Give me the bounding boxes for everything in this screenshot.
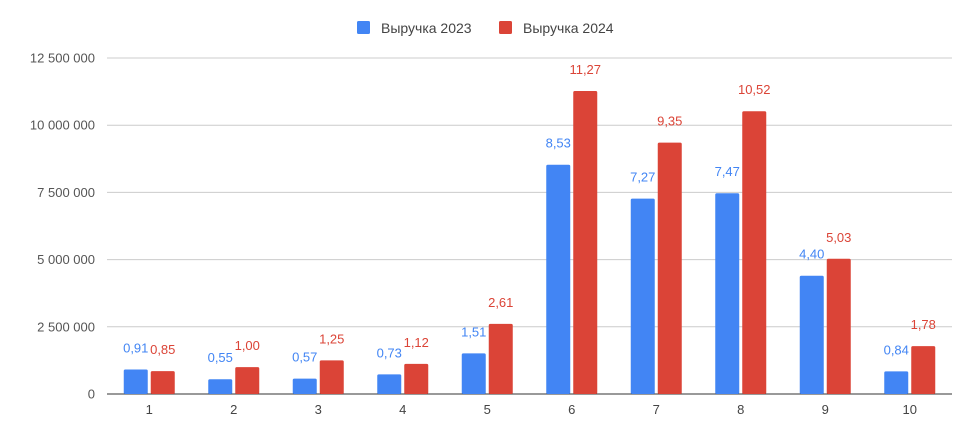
data-label: 9,35 <box>657 114 682 129</box>
y-tick-label: 2 500 000 <box>37 319 95 334</box>
y-axis-ticks: 0 2 500 000 5 000 000 7 500 000 10 000 000 12… <box>30 51 95 402</box>
data-label: 0,55 <box>208 350 233 365</box>
bar-series-2-cat-6[interactable] <box>573 91 598 394</box>
data-label: 1,00 <box>235 338 260 353</box>
x-axis-ticks: 1 2 3 4 5 6 7 8 9 10 <box>146 402 917 417</box>
bar-series-1-cat-6[interactable] <box>546 164 571 394</box>
legend-label: Выручка 2024 <box>523 20 614 36</box>
x-tick-label: 7 <box>653 402 660 417</box>
data-label: 1,51 <box>461 324 486 339</box>
bar-series-2-cat-2[interactable] <box>235 367 260 394</box>
x-tick-label: 1 <box>146 402 153 417</box>
x-tick-label: 6 <box>568 402 575 417</box>
x-tick-label: 5 <box>484 402 491 417</box>
x-tick-label: 10 <box>903 402 917 417</box>
x-tick-label: 4 <box>399 402 406 417</box>
bar-series-2-cat-10[interactable] <box>911 346 936 394</box>
legend-label: Выручка 2023 <box>381 20 472 36</box>
data-label: 0,91 <box>123 341 148 356</box>
data-label: 1,12 <box>404 335 429 350</box>
legend-swatch <box>499 21 512 34</box>
data-label: 4,40 <box>799 247 824 262</box>
x-tick-label: 2 <box>230 402 237 417</box>
data-label: 0,57 <box>292 350 317 365</box>
x-tick-label: 3 <box>315 402 322 417</box>
legend-item-2[interactable]: Выручка 2024 <box>499 20 614 36</box>
data-label: 7,47 <box>715 164 740 179</box>
bar-series-1-cat-3[interactable] <box>292 378 317 394</box>
data-label: 0,85 <box>150 342 175 357</box>
bar-series-1-cat-5[interactable] <box>461 353 486 394</box>
data-label: 1,78 <box>911 317 936 332</box>
legend-swatch <box>357 21 370 34</box>
y-tick-label: 12 500 000 <box>30 51 95 66</box>
data-label: 7,27 <box>630 170 655 185</box>
y-tick-label: 0 <box>88 387 95 402</box>
x-tick-label: 8 <box>737 402 744 417</box>
bar-series-1-cat-2[interactable] <box>208 379 233 394</box>
bar-series-1-cat-9[interactable] <box>799 275 824 394</box>
data-label: 0,73 <box>377 345 402 360</box>
bar-series-1-cat-8[interactable] <box>715 193 740 394</box>
data-label: 10,52 <box>738 82 771 97</box>
bar-series-2-cat-1[interactable] <box>150 371 175 394</box>
data-labels: 0,91 0,85 0,551,00 0,571,25 0,731,12 1,512,61… <box>123 62 936 365</box>
bar-series-2-cat-7[interactable] <box>657 142 682 394</box>
y-tick-label: 5 000 000 <box>37 252 95 267</box>
bar-series-2-cat-5[interactable] <box>488 323 513 394</box>
legend[interactable]: Выручка 2023 Выручка 2024 <box>357 20 614 36</box>
bar-series-1-cat-4[interactable] <box>377 374 402 394</box>
x-tick-label: 9 <box>822 402 829 417</box>
data-label: 5,03 <box>826 230 851 245</box>
bar-series-2-cat-9[interactable] <box>826 258 851 394</box>
data-label: 8,53 <box>546 136 571 151</box>
data-label: 2,61 <box>488 295 513 310</box>
data-label: 1,25 <box>319 331 344 346</box>
legend-item-1[interactable]: Выручка 2023 <box>357 20 472 36</box>
y-tick-label: 7 500 000 <box>37 185 95 200</box>
bar-series-1-cat-7[interactable] <box>630 198 655 394</box>
bar-series-2-cat-4[interactable] <box>404 363 429 394</box>
bar-series-2-cat-3[interactable] <box>319 360 344 394</box>
data-label: 11,27 <box>569 62 601 77</box>
bars <box>123 91 936 394</box>
bar-series-2-cat-8[interactable] <box>742 111 767 394</box>
y-tick-label: 10 000 000 <box>30 118 95 133</box>
bar-series-1-cat-10[interactable] <box>884 371 909 394</box>
data-label: 0,84 <box>884 342 909 357</box>
bar-series-1-cat-1[interactable] <box>123 369 148 394</box>
